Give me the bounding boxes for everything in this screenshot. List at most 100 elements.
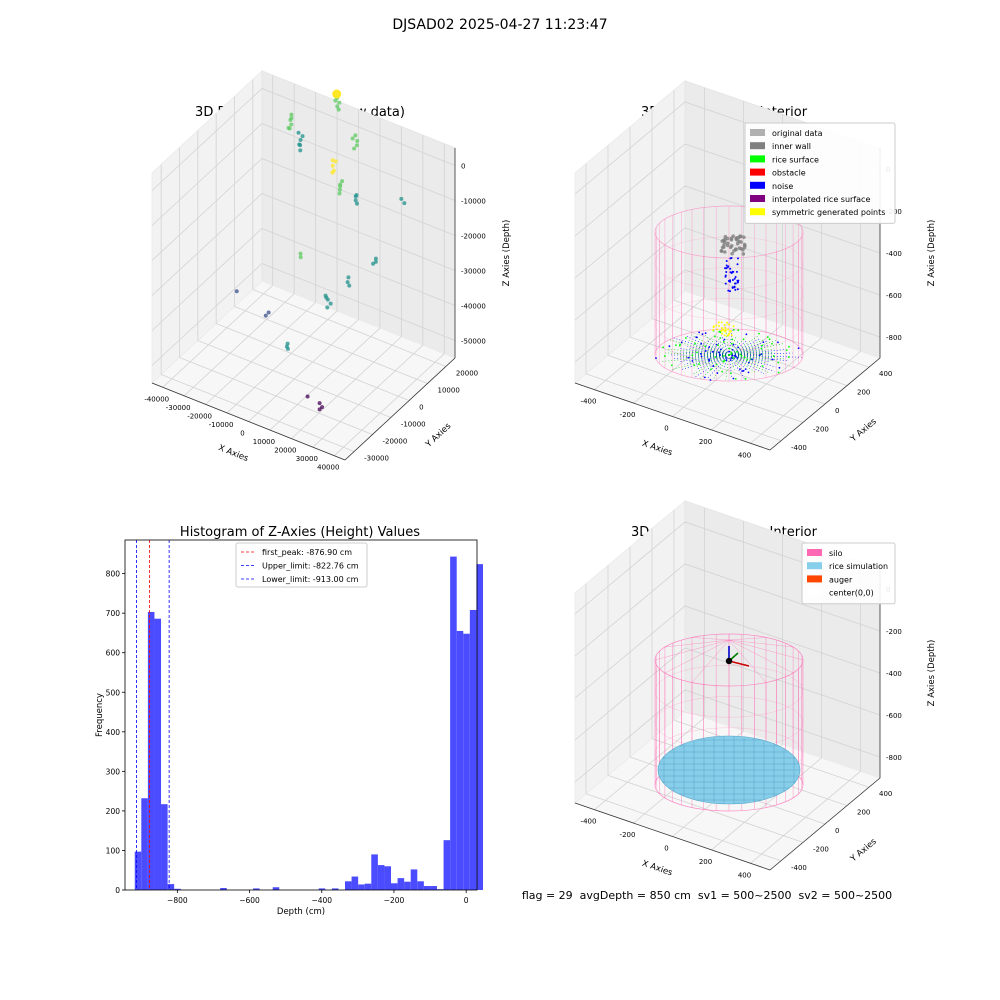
- p2-surface-point: [703, 376, 706, 379]
- p2-surface-point: [736, 350, 738, 353]
- p1-data-point: [345, 280, 350, 285]
- p2-surface-point: [704, 332, 707, 335]
- p2-surface-point: [740, 355, 743, 357]
- p2-inner-wall-point: [726, 241, 730, 246]
- p2-noise-point: [725, 267, 728, 270]
- p1-x-tick: 20000: [274, 447, 296, 455]
- p3-bar: [351, 876, 359, 890]
- p2-surface-ray: [661, 354, 730, 362]
- p2-inner-wall-point: [742, 235, 746, 240]
- p2-surface-ray: [728, 354, 746, 380]
- p1-x-tick: -10000: [209, 421, 234, 429]
- p3-bar: [147, 611, 155, 890]
- p4-roof-line: [664, 639, 730, 648]
- p3-y-tick: 600: [106, 649, 121, 658]
- p2-surface-ray: [728, 354, 773, 362]
- p2-surface-ray: [679, 348, 730, 356]
- p2-noise-point: [733, 286, 736, 289]
- p2-surface-point: [734, 378, 737, 380]
- p2-surface-point: [696, 351, 698, 354]
- p2-surface-point: [758, 332, 760, 335]
- p2-surface-ray: [715, 340, 730, 356]
- p2-surface-ray: [672, 354, 730, 370]
- p2-surface-point: [739, 353, 742, 356]
- p1-data-point: [347, 283, 352, 288]
- p2-surface-point: [731, 338, 734, 341]
- p2-surface-point: [788, 345, 790, 348]
- p2-surface-point: [747, 371, 750, 374]
- p2-noise-point: [731, 279, 734, 282]
- p1-grid-y: [179, 357, 373, 435]
- p2-surface-point: [704, 345, 707, 348]
- p2-x-tick: 200: [699, 438, 712, 446]
- p2-surface-point: [737, 346, 740, 349]
- p2-surface-point: [693, 364, 696, 367]
- p2-surface-point: [708, 358, 710, 361]
- p2-surface-point: [668, 345, 671, 348]
- p2-noise-point: [729, 267, 732, 270]
- p1-x-tick: -40000: [144, 395, 169, 403]
- p2-inner-wall-point: [739, 234, 743, 239]
- p1-data-point: [289, 122, 294, 127]
- p2-surface-point: [684, 337, 687, 339]
- p2-inner-wall-point: [729, 236, 734, 241]
- p1-x-tick: -20000: [187, 412, 212, 420]
- p3-bar: [423, 886, 431, 890]
- p1-grid-x: [269, 327, 381, 431]
- p1-x-tick: 10000: [253, 438, 275, 446]
- p2-noise-point: [734, 288, 737, 291]
- p2-legend-swatch: [750, 195, 765, 202]
- p2-surface-ray: [728, 335, 737, 356]
- p2-surface-point: [742, 338, 745, 341]
- p2-surface-point: [716, 372, 719, 374]
- p1-data-point: [340, 179, 345, 184]
- p2-surface-point: [722, 360, 725, 363]
- p4-x-tick: 200: [699, 858, 712, 866]
- p2-surface-point: [744, 368, 747, 371]
- p2-surface-point: [704, 350, 707, 352]
- p3-bar: [253, 888, 260, 890]
- p1-grid-x: [334, 353, 445, 457]
- p3-frame: [124, 539, 478, 891]
- p3-bar: [384, 866, 392, 890]
- p2-x-axis: [574, 382, 771, 451]
- p2-noise-point: [736, 257, 739, 260]
- p1-grid-x: [162, 284, 273, 388]
- p4-legend-label: rice simulation: [829, 562, 888, 571]
- p4-y-tick: 400: [879, 790, 892, 798]
- panel3-histogram: −800 −600 −400 −200 0 0 100 200 300 400 500 600 700 8…: [95, 539, 483, 917]
- p2-surface-point: [771, 342, 773, 345]
- p1-y-tick: 0: [419, 404, 423, 412]
- p2-surface-ray: [728, 354, 769, 373]
- p1-y-axis: [344, 357, 456, 461]
- p4-grid-z: [574, 563, 881, 657]
- p1-data-point: [325, 305, 330, 310]
- figure-title: DJSAD02 2025-04-27 11:23:47: [392, 17, 608, 33]
- p2-x-label: X Axies: [641, 439, 674, 459]
- p3-bar: [469, 610, 477, 890]
- p2-surface-point: [708, 346, 711, 349]
- p1-data-point: [373, 259, 378, 264]
- p3-bar: [167, 884, 175, 890]
- p2-silo-ring: [654, 298, 804, 351]
- p2-grid-y: [585, 373, 782, 442]
- p1-data-point: [331, 168, 336, 173]
- p3-legend-box: [235, 542, 368, 588]
- p1-grid-y: [197, 340, 391, 418]
- p2-surface-point: [670, 364, 673, 367]
- p2-inner-wall-point: [743, 243, 747, 248]
- p4-grid-z: [574, 689, 881, 783]
- p1-data-point: [263, 313, 268, 318]
- p2-surface-point: [730, 342, 733, 345]
- p1-data-point: [338, 182, 343, 187]
- p1-data-point: [354, 201, 359, 206]
- p1-data-point: [286, 125, 291, 130]
- p1-y-tick: -30000: [364, 455, 389, 463]
- p2-inner-wall-point: [735, 236, 739, 240]
- p1-z-tick: -20000: [461, 233, 486, 241]
- p2-surface-ray: [728, 338, 766, 356]
- p2-surface-point: [730, 357, 733, 359]
- p2-surface-point: [732, 377, 735, 380]
- p2-surface-point: [695, 336, 698, 339]
- p2-surface-point: [723, 338, 726, 341]
